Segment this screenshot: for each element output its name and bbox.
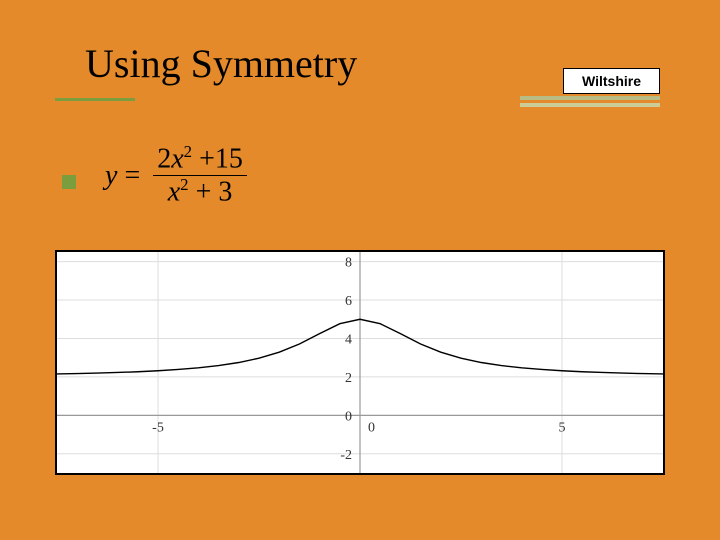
equation-equals: =	[124, 160, 140, 191]
svg-text:-2: -2	[340, 448, 352, 463]
svg-text:-5: -5	[152, 420, 164, 435]
wiltshire-logo: Wiltshire	[563, 68, 660, 94]
logo-decorative-lines	[520, 96, 660, 110]
den-var: x	[168, 176, 180, 207]
svg-text:8: 8	[345, 256, 352, 271]
equation-numerator: 2x2 +15	[153, 143, 247, 176]
equation-denominator: x2 + 3	[153, 176, 247, 208]
slide-frame: Using Symmetry Wiltshire y = 2x2 +15 x2 …	[0, 0, 720, 540]
svg-text:2: 2	[345, 371, 352, 386]
equation-fraction: 2x2 +15 x2 + 3	[153, 143, 247, 208]
svg-text:4: 4	[345, 332, 352, 347]
symmetry-curve-chart: -2 0 2 4 6 8 -5 0 5	[57, 252, 663, 473]
equation-lhs: y	[105, 160, 117, 191]
num-var: x	[171, 143, 183, 174]
svg-text:0: 0	[345, 409, 352, 424]
num-coef: 2	[157, 143, 171, 174]
svg-text:5: 5	[559, 420, 566, 435]
slide-title: Using Symmetry	[85, 40, 357, 87]
chart-container: -2 0 2 4 6 8 -5 0 5	[55, 250, 665, 475]
den-exp: 2	[180, 175, 188, 194]
num-exp: 2	[184, 142, 192, 161]
den-plus: + 3	[196, 176, 233, 207]
num-plus: +15	[199, 143, 243, 174]
bullet-icon	[62, 175, 76, 189]
equation: y = 2x2 +15 x2 + 3	[105, 145, 247, 210]
svg-text:0: 0	[368, 420, 375, 435]
svg-text:6: 6	[345, 294, 352, 309]
title-underline	[55, 98, 135, 101]
